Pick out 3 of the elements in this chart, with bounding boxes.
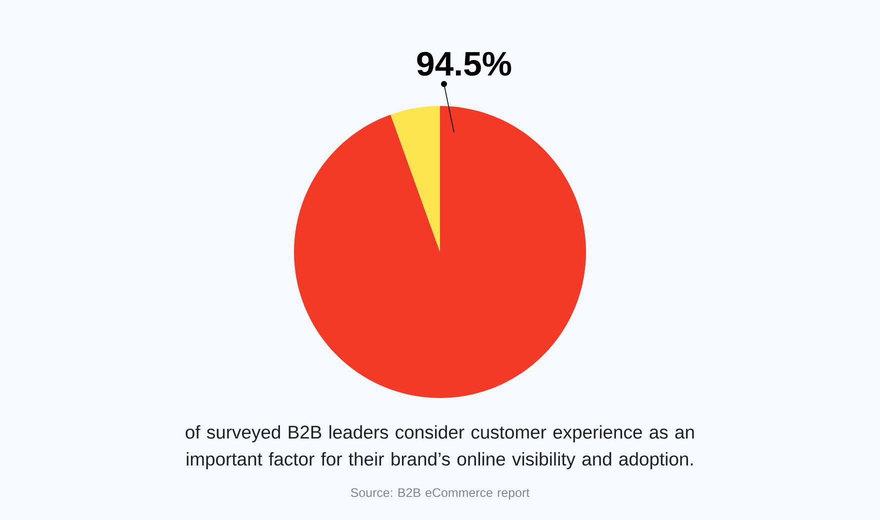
- source-note: Source: B2B eCommerce report: [350, 488, 530, 500]
- text: of surveyed B2B leaders consider customer experience as an important factor for their brand’s online visibility and adoption.: [186, 425, 694, 470]
- data-label: 94.5%: [417, 52, 512, 76]
